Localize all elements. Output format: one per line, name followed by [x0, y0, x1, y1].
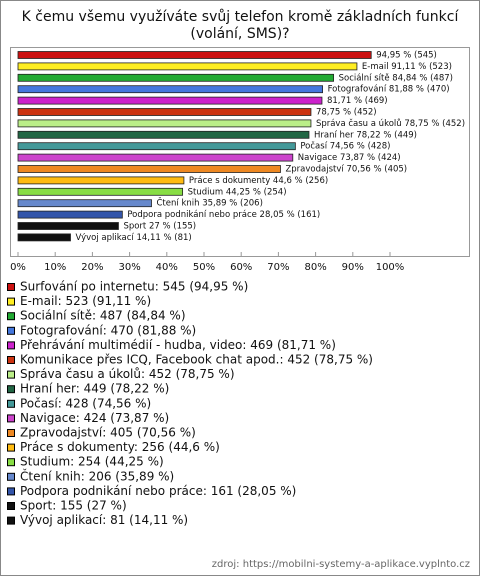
bar — [17, 130, 310, 139]
bar — [17, 210, 123, 219]
bar — [17, 165, 281, 173]
legend-swatch — [7, 443, 15, 452]
legend-swatch — [7, 429, 15, 437]
legend-swatch — [7, 502, 15, 510]
bar — [17, 119, 312, 128]
value-label: E-mail 91,11 % (523) — [362, 62, 452, 72]
legend-swatch — [7, 516, 15, 525]
value-label: Studium 44,25 % (254) — [188, 187, 287, 197]
legend-label: Čtení knih: 206 (35,89 %) — [20, 468, 174, 483]
x-tick-label: 100% — [376, 262, 405, 273]
legend-swatch — [7, 312, 15, 321]
value-label: Zpravodajství 70,56 % (405) — [285, 165, 407, 175]
x-tick-label: 90% — [342, 262, 364, 273]
value-label: Práce s dokumenty 44,6 % (256) — [189, 176, 328, 186]
x-tick-label: 50% — [193, 262, 215, 273]
legend-label: E-mail: 523 (91,11 %) — [20, 294, 151, 308]
bar — [17, 233, 71, 242]
value-label: Fotografování 81,88 % (470) — [328, 85, 450, 95]
bar — [17, 51, 372, 59]
bar — [17, 142, 296, 151]
x-tick-label: 0% — [10, 262, 26, 273]
legend-swatch — [7, 414, 15, 423]
x-tick-label: 40% — [156, 262, 178, 273]
x-tick-label: 80% — [304, 262, 326, 273]
value-label: Počasí 74,56 % (428) — [300, 141, 390, 152]
legend-label: Podpora podnikání nebo práce: 161 (28,05… — [20, 484, 296, 498]
value-label: Navigace 73,87 % (424) — [298, 153, 401, 163]
bar — [17, 199, 152, 208]
legend-label: Navigace: 424 (73,87 %) — [20, 411, 169, 425]
legend-label: Hraní her: 449 (78,22 %) — [20, 382, 169, 396]
legend-label: Studium: 254 (44,25 %) — [20, 455, 164, 469]
legend-label: Surfování po internetu: 545 (94,95 %) — [20, 280, 248, 294]
legend-label: Zpravodajství: 405 (70,56 %) — [20, 426, 196, 440]
legend-label: Sport: 155 (27 %) — [20, 499, 127, 513]
bar — [17, 73, 335, 82]
value-label: 78,75 % (452) — [316, 108, 377, 118]
source: zdroj: https://mobilni-systemy-a-aplikac… — [212, 559, 470, 570]
value-label: 81,71 % (469) — [327, 96, 388, 106]
legend-swatch — [7, 326, 15, 335]
bar — [17, 153, 294, 162]
value-label: Sociální sítě 84,84 % (487) — [339, 73, 453, 83]
legend-swatch — [7, 297, 15, 306]
legend-label: Fotografování: 470 (81,88 %) — [20, 323, 196, 337]
legend-swatch — [7, 399, 15, 408]
legend-label: Práce s dokumenty: 256 (44,6 %) — [20, 440, 220, 454]
legend-swatch — [7, 385, 15, 394]
plot-frame — [10, 47, 470, 257]
bar — [17, 62, 358, 71]
bar — [17, 96, 323, 105]
value-label: Sport 27 % (155) — [123, 222, 196, 232]
x-tick-label: 10% — [44, 262, 66, 273]
legend-label: Vývoj aplikací: 81 (14,11 %) — [20, 513, 188, 527]
value-label: Vývoj aplikací 14,11 % (81) — [75, 233, 191, 243]
value-label: Hraní her 78,22 % (449) — [314, 130, 417, 140]
legend-swatch — [7, 370, 15, 379]
legend-swatch — [7, 458, 15, 467]
chart-title: (volání, SMS)? — [190, 26, 289, 42]
legend-label: Počasí: 428 (74,56 %) — [20, 396, 151, 410]
bar — [17, 187, 184, 196]
bar — [17, 222, 119, 230]
legend-swatch — [7, 472, 15, 481]
value-label: 94,95 % (545) — [376, 51, 437, 61]
legend-swatch — [7, 341, 15, 350]
value-label: Čtení knih 35,89 % (206) — [157, 197, 263, 209]
x-tick-label: 20% — [81, 262, 103, 273]
value-label: Správa času a úkolů 78,75 % (452) — [316, 118, 465, 129]
bar — [17, 108, 312, 116]
bar — [17, 85, 323, 94]
value-label: Podpora podnikání nebo práce 28,05 % (16… — [127, 210, 320, 220]
legend-swatch — [7, 356, 15, 364]
bar — [17, 176, 185, 185]
legend-label: Přehrávání multimédií - hudba, video: 46… — [20, 338, 336, 352]
legend-swatch — [7, 283, 15, 291]
legend-label: Komunikace přes ICQ, Facebook chat apod.… — [20, 353, 373, 367]
chart-title: K čemu všemu využíváte svůj telefon krom… — [22, 9, 460, 25]
legend-swatch — [7, 487, 15, 496]
x-tick-label: 60% — [230, 262, 252, 273]
x-tick-label: 30% — [118, 262, 140, 273]
x-tick-label: 70% — [267, 262, 289, 273]
legend-label: Sociální sítě: 487 (84,84 %) — [20, 309, 186, 323]
legend-label: Správa času a úkolů: 452 (78,75 %) — [20, 367, 235, 381]
